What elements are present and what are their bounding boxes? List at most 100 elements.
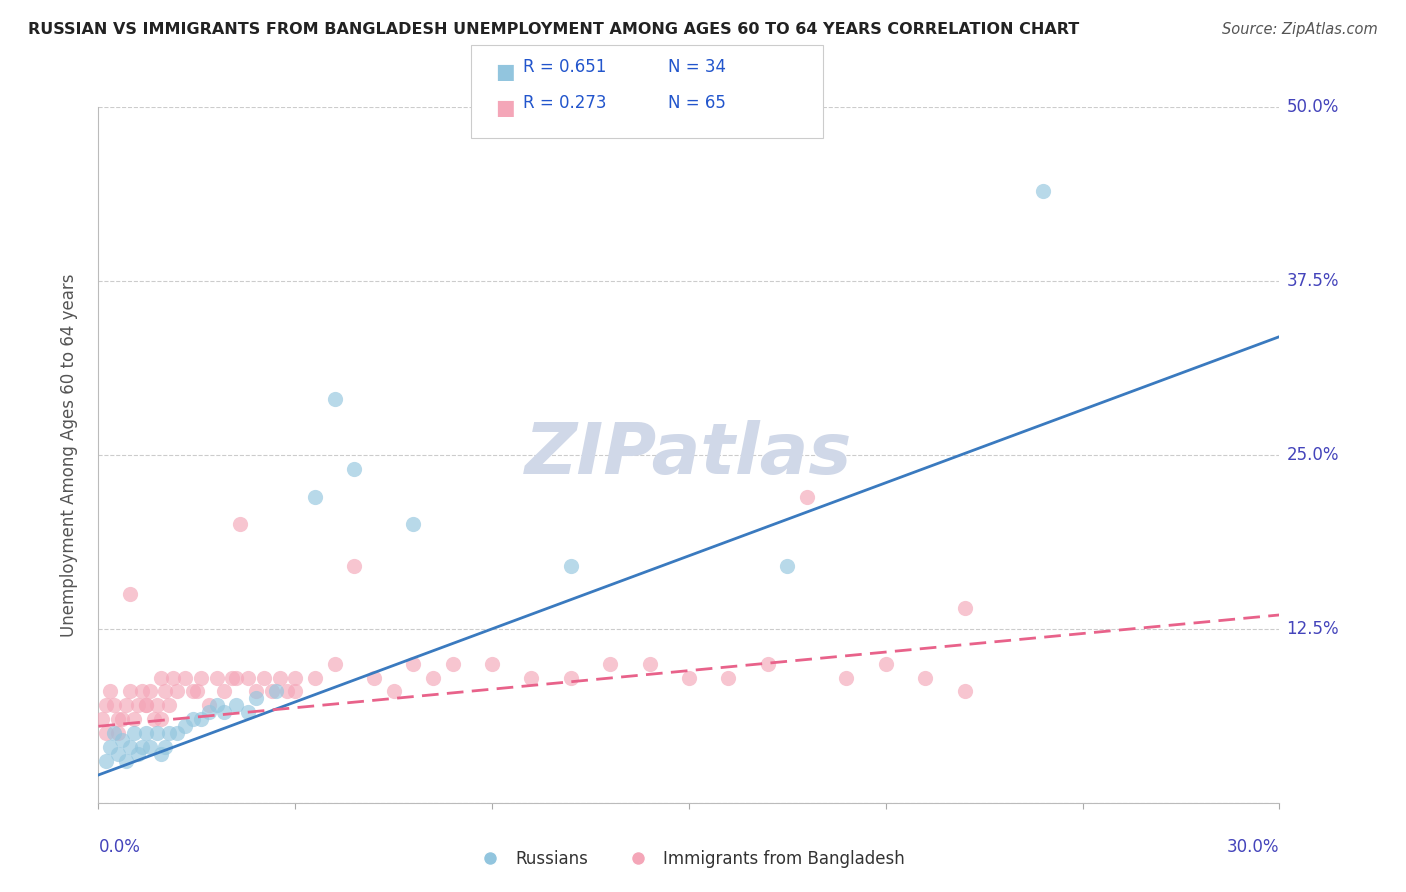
Text: 0.0%: 0.0% — [98, 838, 141, 856]
Point — [422, 671, 444, 685]
Point — [118, 740, 141, 755]
Point — [284, 684, 307, 698]
Point — [402, 657, 425, 671]
Point — [122, 726, 145, 740]
Point — [875, 657, 897, 671]
Point — [135, 698, 157, 713]
Point — [107, 726, 129, 740]
Point — [284, 671, 307, 685]
Point — [103, 698, 125, 713]
Point — [205, 671, 228, 685]
Point — [260, 684, 283, 698]
Point — [796, 490, 818, 504]
Text: 37.5%: 37.5% — [1286, 272, 1339, 290]
Text: 12.5%: 12.5% — [1286, 620, 1339, 638]
Point — [150, 671, 173, 685]
Point — [118, 587, 141, 601]
Point — [221, 671, 243, 685]
Point — [107, 712, 129, 726]
Point — [264, 684, 287, 698]
Point — [214, 684, 236, 698]
Point — [717, 671, 740, 685]
Point — [343, 559, 366, 574]
Point — [96, 726, 118, 740]
Point — [142, 712, 165, 726]
Legend: Russians, Immigrants from Bangladesh: Russians, Immigrants from Bangladesh — [467, 843, 911, 874]
Point — [111, 712, 134, 726]
Point — [229, 517, 252, 532]
Point — [157, 698, 180, 713]
Point — [245, 691, 267, 706]
Point — [111, 733, 134, 747]
Point — [162, 671, 184, 685]
Point — [150, 747, 173, 761]
Point — [245, 684, 267, 698]
Point — [225, 698, 247, 713]
Point — [197, 706, 219, 720]
Point — [402, 517, 425, 532]
Point — [96, 698, 118, 713]
Point — [135, 726, 157, 740]
Point — [127, 747, 149, 761]
Point — [776, 559, 799, 574]
Point — [756, 657, 779, 671]
Point — [127, 698, 149, 713]
Point — [343, 462, 366, 476]
Text: ■: ■ — [495, 62, 515, 82]
Point — [107, 747, 129, 761]
Point — [98, 684, 121, 698]
Point — [835, 671, 858, 685]
Point — [323, 392, 346, 407]
Point — [560, 671, 582, 685]
Point — [236, 706, 259, 720]
Point — [253, 671, 276, 685]
Y-axis label: Unemployment Among Ages 60 to 64 years: Unemployment Among Ages 60 to 64 years — [59, 273, 77, 637]
Point — [190, 671, 212, 685]
Text: N = 34: N = 34 — [668, 58, 725, 76]
Point — [481, 657, 503, 671]
Point — [181, 712, 204, 726]
Point — [214, 706, 236, 720]
Point — [174, 719, 197, 733]
Point — [269, 671, 291, 685]
Point — [520, 671, 543, 685]
Point — [225, 671, 247, 685]
Text: R = 0.651: R = 0.651 — [523, 58, 606, 76]
Point — [135, 698, 157, 713]
Point — [953, 601, 976, 615]
Point — [638, 657, 661, 671]
Point — [953, 684, 976, 698]
Point — [304, 671, 326, 685]
Point — [205, 698, 228, 713]
Point — [115, 754, 138, 768]
Point — [197, 698, 219, 713]
Point — [190, 712, 212, 726]
Point — [131, 684, 153, 698]
Point — [146, 698, 169, 713]
Point — [138, 684, 160, 698]
Point — [150, 712, 173, 726]
Text: 30.0%: 30.0% — [1227, 838, 1279, 856]
Text: RUSSIAN VS IMMIGRANTS FROM BANGLADESH UNEMPLOYMENT AMONG AGES 60 TO 64 YEARS COR: RUSSIAN VS IMMIGRANTS FROM BANGLADESH UN… — [28, 22, 1080, 37]
Point — [155, 740, 177, 755]
Point — [441, 657, 464, 671]
Point — [91, 712, 114, 726]
Point — [276, 684, 298, 698]
Text: N = 65: N = 65 — [668, 94, 725, 112]
Point — [186, 684, 208, 698]
Point — [166, 726, 188, 740]
Point — [174, 671, 197, 685]
Point — [363, 671, 385, 685]
Point — [599, 657, 621, 671]
Point — [323, 657, 346, 671]
Text: 50.0%: 50.0% — [1286, 98, 1339, 116]
Point — [103, 726, 125, 740]
Point — [115, 698, 138, 713]
Point — [118, 684, 141, 698]
Point — [96, 754, 118, 768]
Point — [678, 671, 700, 685]
Point — [146, 726, 169, 740]
Point — [138, 740, 160, 755]
Point — [382, 684, 405, 698]
Point — [157, 726, 180, 740]
